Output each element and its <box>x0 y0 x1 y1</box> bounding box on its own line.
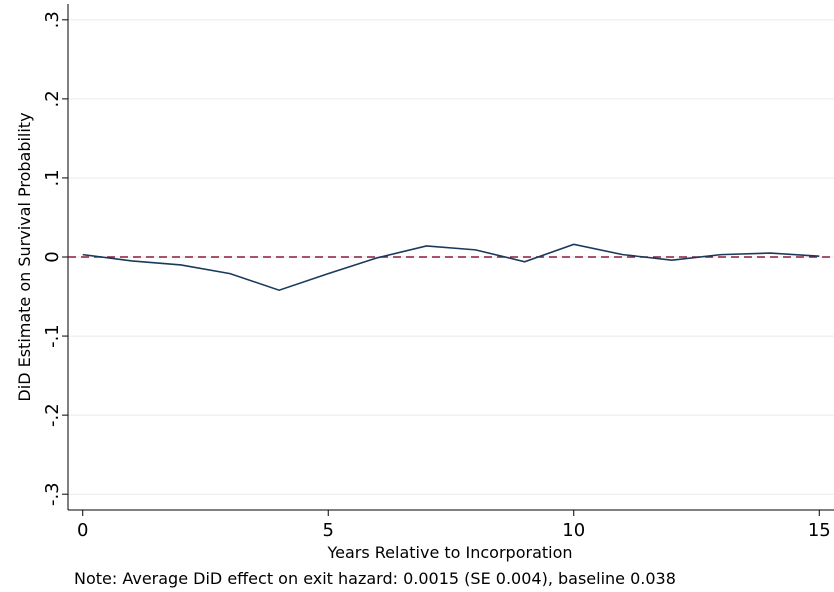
x-tick-label: 0 <box>77 520 88 541</box>
y-tick-label: -.3 <box>42 482 63 506</box>
y-tick-label: .2 <box>42 90 63 107</box>
x-tick-label: 10 <box>562 520 585 541</box>
y-tick-label: 0 <box>42 251 63 262</box>
y-axis-title: DiD Estimate on Survival Probability <box>15 112 34 401</box>
y-tick-label: .3 <box>42 11 63 28</box>
y-tick-label: -.1 <box>42 324 63 348</box>
x-tick-label: 5 <box>323 520 334 541</box>
data-line <box>82 243 820 292</box>
note: Note: Average DiD effect on exit hazard:… <box>74 569 676 588</box>
y-tick-label: -.2 <box>42 403 63 427</box>
y-tick-label: .1 <box>42 169 63 186</box>
x-tick-label: 15 <box>808 520 831 541</box>
x-axis-title: Years Relative to Incorporation <box>326 543 572 562</box>
